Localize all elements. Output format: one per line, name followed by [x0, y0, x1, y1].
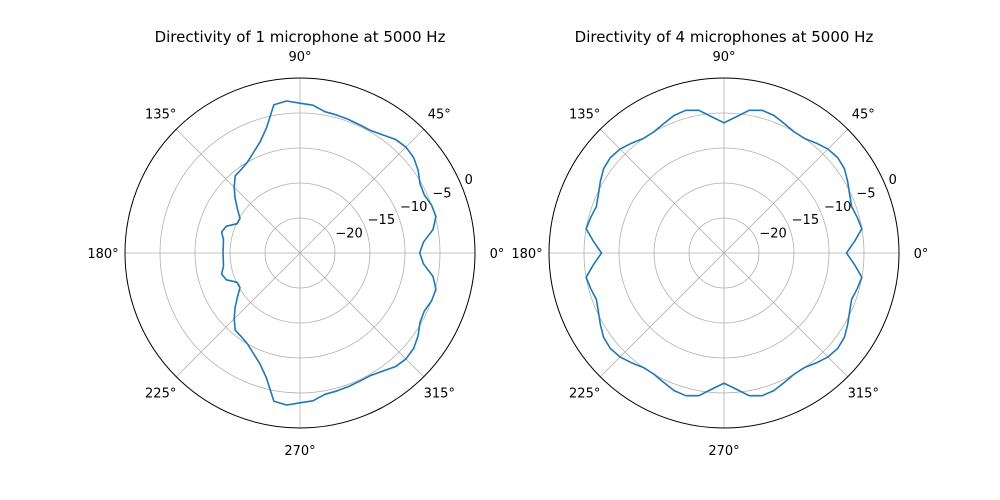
r-tick-label: −10 [824, 200, 851, 215]
chart-title: Directivity of 1 microphone at 5000 Hz [155, 28, 446, 46]
r-tick-label: −5 [856, 186, 875, 201]
r-tick-label: −20 [335, 227, 362, 242]
r-gridline [653, 182, 795, 324]
r-tick-label: −15 [792, 213, 819, 228]
r-tick-label: 0 [889, 173, 897, 188]
theta-gridline [175, 128, 301, 254]
r-gridline [688, 217, 760, 289]
theta-gridline [299, 252, 425, 378]
chart-title: Directivity of 4 microphones at 5000 Hz [575, 28, 874, 46]
theta-gridline [599, 128, 725, 254]
r-gridline [583, 112, 865, 394]
r-tick-label: −10 [400, 200, 427, 215]
directivity-series-line [220, 100, 437, 406]
r-gridline [264, 217, 336, 289]
r-tick-label: −5 [432, 186, 451, 201]
theta-tick-label: 270° [284, 444, 315, 459]
theta-tick-label: 225° [569, 386, 600, 401]
polar-frame [548, 77, 900, 429]
r-gridline [229, 182, 371, 324]
theta-tick-label: 45° [852, 108, 875, 123]
theta-tick-label: 0° [490, 247, 505, 262]
r-tick-label: −15 [368, 213, 395, 228]
theta-tick-label: 225° [145, 386, 176, 401]
theta-gridline [175, 252, 301, 378]
theta-gridline [723, 128, 849, 254]
r-tick-label: 0 [465, 173, 473, 188]
theta-tick-label: 90° [712, 50, 735, 65]
r-gridline [194, 147, 406, 359]
theta-tick-label: 180° [87, 247, 118, 262]
theta-tick-label: 45° [428, 108, 451, 123]
theta-tick-label: 180° [511, 247, 542, 262]
polar-frame [124, 77, 476, 429]
theta-gridline [299, 128, 425, 254]
theta-tick-label: 90° [288, 50, 311, 65]
r-gridline [159, 112, 441, 394]
theta-tick-label: 135° [569, 108, 600, 123]
polar-plot-1-microphone: Directivity of 1 microphone at 5000 Hz 0… [87, 28, 504, 459]
theta-tick-label: 135° [145, 108, 176, 123]
polar-plot-4-microphones: Directivity of 4 microphones at 5000 Hz … [511, 28, 928, 459]
r-tick-label: −20 [759, 227, 786, 242]
theta-tick-label: 315° [424, 386, 455, 401]
theta-gridline [723, 252, 849, 378]
theta-tick-label: 315° [848, 386, 879, 401]
r-gridline [618, 147, 830, 359]
theta-gridline [599, 252, 725, 378]
theta-tick-label: 270° [708, 444, 739, 459]
theta-tick-label: 0° [914, 247, 929, 262]
directivity-series-line [585, 109, 863, 397]
